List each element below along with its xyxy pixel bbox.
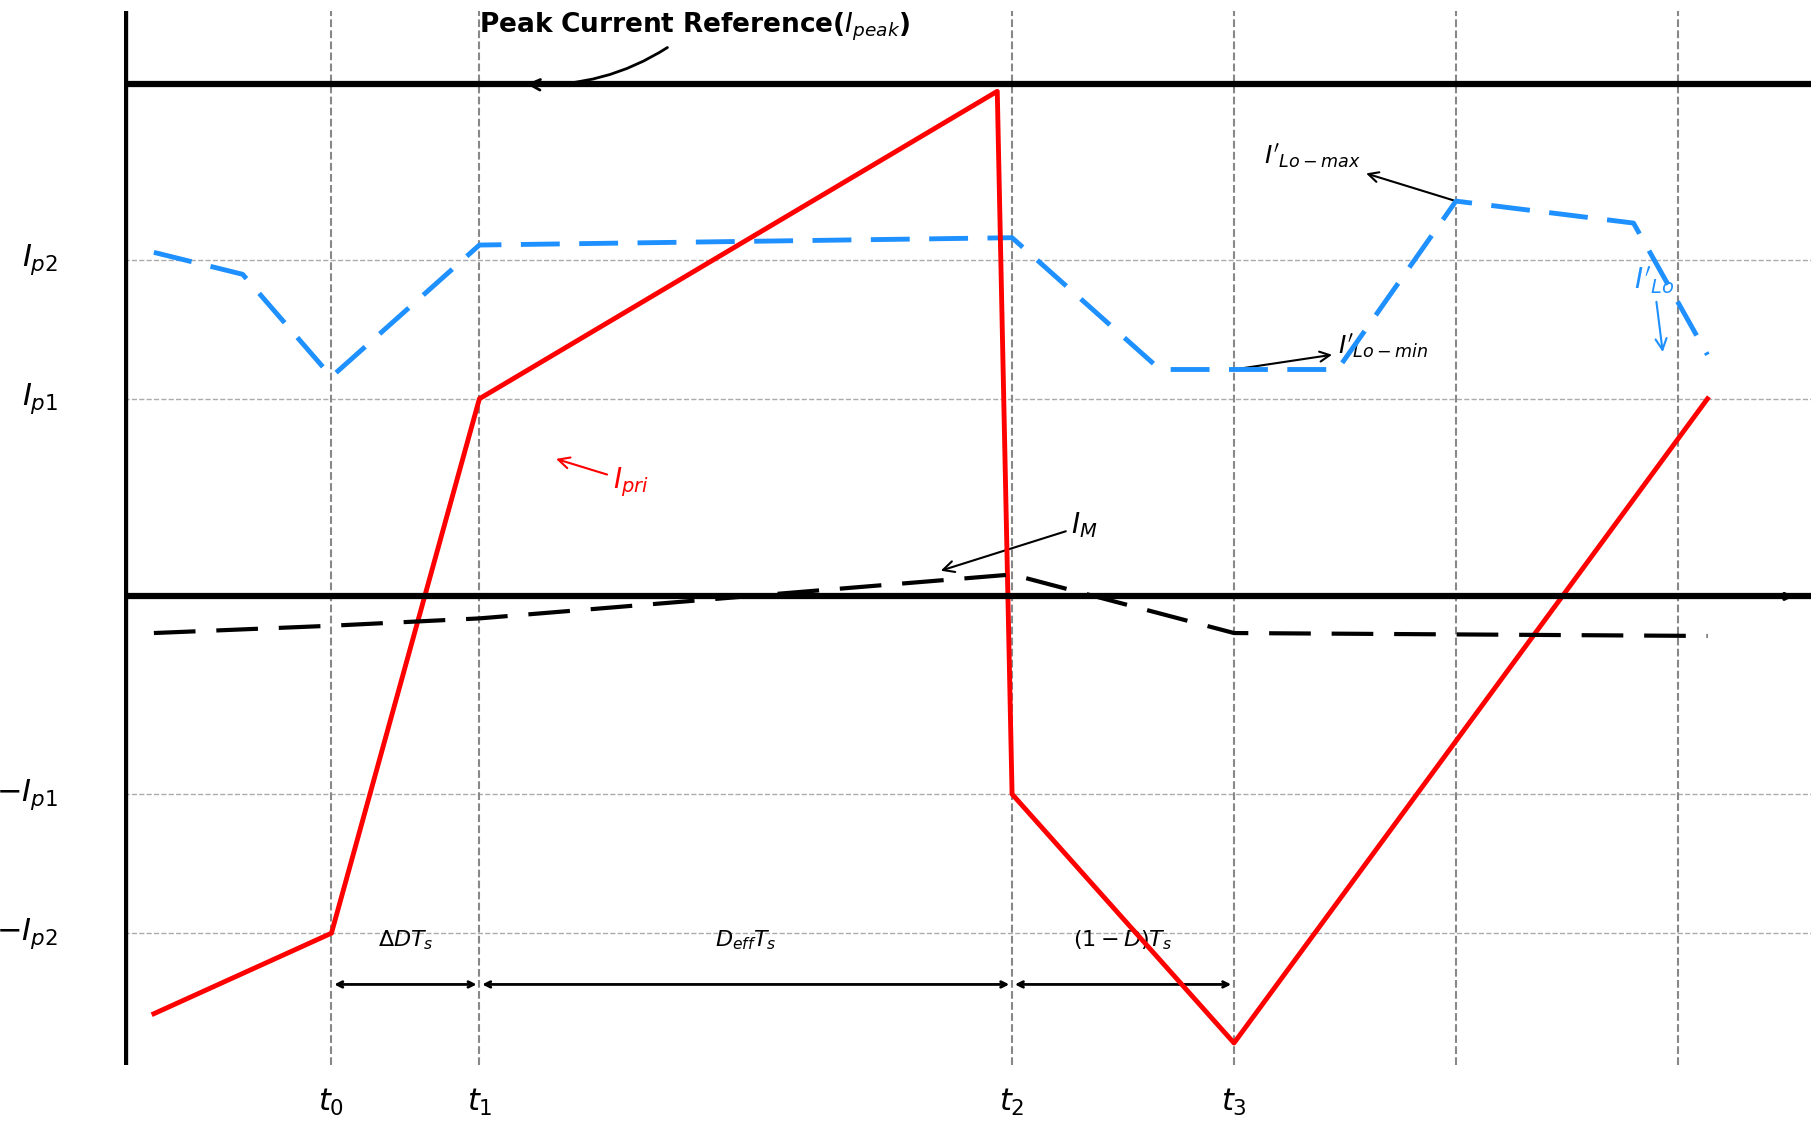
Text: $\mathbf{Peak\ Current\ Reference(}I_{peak}\mathbf{)}$: $\mathbf{Peak\ Current\ Reference(}I_{pe…: [480, 11, 911, 90]
$I_{pri}$: [144, 1007, 165, 1020]
$I'_{Lo}$: [1149, 363, 1171, 377]
$I_M$: [144, 627, 165, 640]
$I_M$: [320, 619, 342, 632]
$I'_{Lo}$: [469, 239, 491, 252]
$I_{pri}$: [1696, 392, 1718, 406]
Text: $I'_{Lo-min}$: $I'_{Lo-min}$: [1236, 333, 1429, 369]
Text: $t_1$: $t_1$: [467, 1087, 493, 1118]
$I_{pri}$: [320, 926, 342, 939]
Text: $I_M$: $I_M$: [944, 510, 1098, 572]
Text: $(1-D)T_s$: $(1-D)T_s$: [1073, 928, 1173, 952]
$I_{pri}$: [1002, 787, 1024, 800]
Text: $I'_{Lo}$: $I'_{Lo}$: [1634, 265, 1674, 350]
Text: $-I_{p1}$: $-I_{p1}$: [0, 777, 58, 812]
$I'_{Lo}$: [1696, 349, 1718, 362]
Line: $I_{pri}$: $I_{pri}$: [155, 91, 1707, 1043]
Line: $I_M$: $I_M$: [155, 574, 1707, 636]
Text: $-I_{p2}$: $-I_{p2}$: [0, 916, 58, 951]
Text: $t_2$: $t_2$: [1000, 1087, 1025, 1118]
Text: $I_{pri}$: $I_{pri}$: [558, 457, 649, 499]
$I'_{Lo}$: [320, 370, 342, 383]
$I'_{Lo}$: [1002, 231, 1024, 244]
Text: $\Delta DT_s$: $\Delta DT_s$: [378, 928, 433, 952]
$I_{pri}$: [1224, 1036, 1245, 1049]
$I'_{Lo}$: [1445, 194, 1467, 207]
$I_{pri}$: [987, 84, 1009, 98]
$I_{pri}$: [469, 392, 491, 406]
$I_M$: [1696, 629, 1718, 642]
$I_M$: [1002, 567, 1024, 581]
$I_M$: [469, 612, 491, 626]
$I_M$: [1224, 627, 1245, 640]
Text: $t_0$: $t_0$: [318, 1087, 344, 1118]
Line: $I'_{Lo}$: $I'_{Lo}$: [155, 201, 1707, 377]
$I'_{Lo}$: [144, 245, 165, 259]
Text: $D_{eff}T_s$: $D_{eff}T_s$: [714, 928, 776, 952]
Text: $I'_{Lo-max}$: $I'_{Lo-max}$: [1264, 142, 1453, 201]
$I'_{Lo}$: [1623, 216, 1645, 230]
$I'_{Lo}$: [231, 268, 253, 281]
$I'_{Lo}$: [1327, 363, 1349, 377]
Text: $I_{p2}$: $I_{p2}$: [22, 242, 58, 277]
Text: $I_{p1}$: $I_{p1}$: [22, 381, 58, 416]
Text: $t_3$: $t_3$: [1222, 1087, 1247, 1118]
